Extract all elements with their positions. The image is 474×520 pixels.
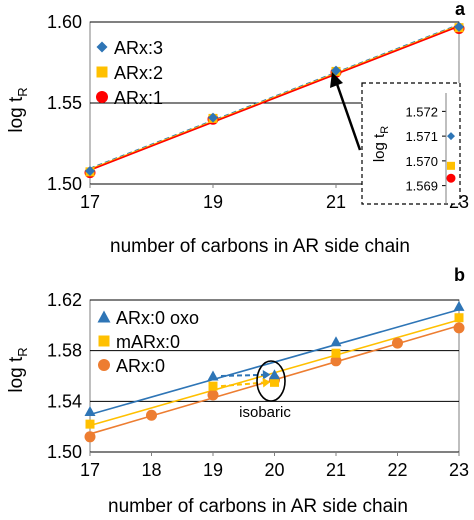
legend-label: ARx:3 xyxy=(114,38,163,58)
x-tick-label: 18 xyxy=(141,460,161,480)
data-point xyxy=(392,337,403,349)
panel-a: a log tR number of carbons in AR side ch… xyxy=(6,0,469,257)
panel-a-inset: log tR 1.572 1.571 1.570 1.569 xyxy=(361,82,461,205)
panel-a-legend: ARx:3 ARx:2 ARx:1 xyxy=(96,38,163,108)
data-point xyxy=(453,322,465,334)
x-tick-label: 19 xyxy=(203,460,223,480)
legend-marker xyxy=(96,91,108,103)
data-point xyxy=(85,166,95,177)
inset-frame xyxy=(361,82,461,205)
data-point xyxy=(207,370,219,381)
inset-y-tick-label: 1.569 xyxy=(405,179,438,194)
data-point xyxy=(146,409,157,421)
panel-b-y-axis-label: log tR xyxy=(6,347,30,392)
data-point xyxy=(84,405,96,416)
x-tick-label: 17 xyxy=(80,460,100,480)
y-tick-label: 1.62 xyxy=(47,290,82,310)
inset-data-point xyxy=(447,132,455,141)
x-tick-label: 22 xyxy=(387,460,407,480)
y-tick-label: 1.50 xyxy=(47,442,82,462)
data-point xyxy=(331,65,341,76)
data-point xyxy=(208,112,218,123)
legend-marker xyxy=(97,310,111,323)
data-point xyxy=(270,377,279,387)
inset-content: 1.572 1.571 1.570 1.569 xyxy=(405,93,456,204)
legend-label: ARx:2 xyxy=(114,63,163,83)
inset-y-tick-label: 1.572 xyxy=(405,104,438,119)
x-tick-label: 21 xyxy=(326,192,346,212)
legend-label: ARx:1 xyxy=(114,88,163,108)
data-point xyxy=(85,419,95,429)
inset-y-tick-label: 1.570 xyxy=(405,154,438,169)
legend-label: ARx:0 oxo xyxy=(116,308,199,328)
panel-b-legend: ARx:0 oxo mARx:0 ARx:0 xyxy=(97,308,199,376)
panel-b: b log tR number of carbons in AR side ch… xyxy=(6,265,469,517)
isobaric-annotation: isobaric xyxy=(239,404,291,421)
x-tick-label: 17 xyxy=(80,192,100,212)
panel-b-shift-arrows xyxy=(220,370,271,388)
panel-b-x-axis-label: number of carbons in AR side chain xyxy=(108,496,408,517)
y-tick-label: 1.54 xyxy=(47,391,82,411)
shift-arrowhead xyxy=(262,370,271,380)
legend-marker xyxy=(98,359,110,371)
legend-marker xyxy=(96,41,108,53)
y-tick-label: 1.55 xyxy=(47,93,82,113)
y-tick-label: 1.58 xyxy=(47,341,82,361)
x-tick-label: 23 xyxy=(449,460,469,480)
panel-a-y-axis-label: log tR xyxy=(6,87,30,132)
panel-a-x-axis-label: number of carbons in AR side chain xyxy=(110,236,410,257)
data-point xyxy=(331,348,341,358)
y-tick-label: 1.60 xyxy=(47,12,82,32)
legend-label: ARx:0 xyxy=(116,356,165,376)
data-point xyxy=(330,355,342,367)
inset-data-point xyxy=(446,173,456,183)
panel-a-trend-lines xyxy=(89,23,460,171)
data-point xyxy=(454,21,464,32)
panel-b-letter: b xyxy=(454,265,465,285)
data-point xyxy=(453,300,465,311)
panel-a-points xyxy=(84,21,465,179)
panel-b-ticks: 1.50 1.54 1.58 1.62 17 18 19 20 21 22 23 xyxy=(47,290,469,480)
panel-b-points xyxy=(84,300,465,443)
x-tick-label: 19 xyxy=(203,192,223,212)
isobaric-ellipse xyxy=(256,360,286,402)
inset-y-tick-label: 1.571 xyxy=(405,129,438,144)
inset-pointer-arrow xyxy=(335,83,362,151)
data-point xyxy=(269,369,280,380)
x-tick-label: 21 xyxy=(326,460,346,480)
panel-a-letter: a xyxy=(455,0,466,19)
panel-a-ticks: 1.501.551.6017192123 xyxy=(47,12,469,212)
data-point xyxy=(454,313,464,323)
y-tick-label: 1.50 xyxy=(47,174,82,194)
data-point xyxy=(208,381,218,391)
inset-data-point xyxy=(447,161,455,170)
legend-label: mARx:0 xyxy=(116,332,180,352)
legend-marker xyxy=(98,335,110,347)
inset-pointer-arrowhead xyxy=(330,72,343,88)
trend-line xyxy=(89,25,460,171)
data-point xyxy=(330,336,342,347)
data-point xyxy=(84,431,96,443)
x-tick-label: 20 xyxy=(264,460,284,480)
data-point xyxy=(207,389,219,401)
legend-marker xyxy=(96,66,108,78)
shift-arrowhead xyxy=(262,377,271,388)
inset-y-axis-label: log tR xyxy=(371,126,391,162)
